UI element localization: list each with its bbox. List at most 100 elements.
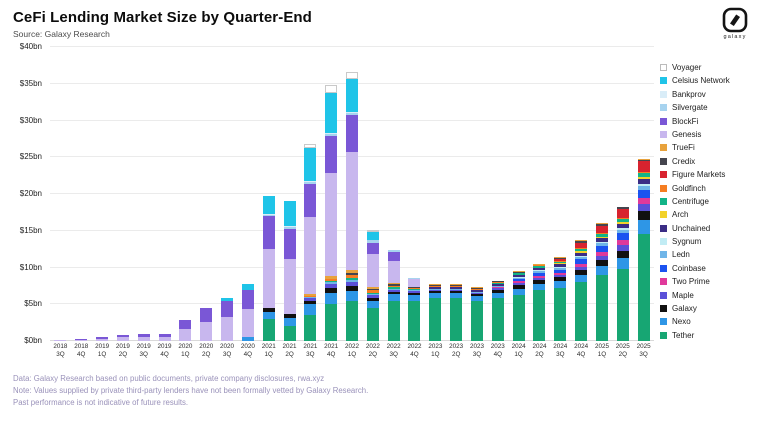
bar-segment bbox=[575, 249, 588, 252]
bar-segment bbox=[325, 280, 338, 283]
bar-segment bbox=[491, 283, 504, 286]
bar-segment bbox=[470, 293, 483, 294]
bar-stack bbox=[616, 206, 629, 341]
bar-segment bbox=[325, 282, 338, 285]
bar-segment bbox=[575, 255, 588, 258]
legend-item: TrueFi bbox=[660, 143, 756, 152]
bar-segment bbox=[450, 290, 463, 292]
bar-column bbox=[217, 47, 238, 341]
bar-segment bbox=[595, 274, 608, 341]
bar-column bbox=[550, 47, 571, 341]
bar-segment bbox=[470, 293, 483, 297]
bar-segment bbox=[387, 290, 400, 292]
bar-segment bbox=[325, 133, 338, 136]
bar-segment bbox=[554, 267, 567, 270]
bar-stack bbox=[116, 335, 129, 341]
legend-item: Galaxy bbox=[660, 304, 756, 313]
galaxy-logo: galaxy bbox=[718, 7, 752, 40]
bar-segment bbox=[408, 291, 421, 293]
bar-segment bbox=[387, 300, 400, 341]
bar-segment bbox=[554, 269, 567, 273]
bar-segment bbox=[616, 230, 629, 233]
bar-segment bbox=[429, 285, 442, 287]
bar-segment bbox=[346, 112, 358, 114]
legend-item: Credix bbox=[660, 157, 756, 166]
bar-segment bbox=[512, 273, 525, 275]
bar-segment bbox=[325, 304, 338, 341]
x-tick-label: 2023 3Q bbox=[469, 343, 484, 359]
x-tick-label: 2018 3Q bbox=[53, 343, 68, 359]
bar-column bbox=[279, 47, 300, 341]
bar-segment bbox=[637, 172, 650, 174]
bar-stack bbox=[158, 333, 171, 341]
bar-segment bbox=[450, 291, 463, 294]
legend-swatch bbox=[660, 64, 667, 71]
y-axis: $0bn $5bn $10bn $15bn $20bn $25bn $30bn $35bn $4… bbox=[12, 42, 46, 345]
legend-label: BlockFi bbox=[672, 116, 699, 126]
bar-segment bbox=[575, 252, 588, 256]
bar-segment bbox=[637, 161, 650, 173]
bar-segment bbox=[366, 232, 379, 240]
bar-segment bbox=[637, 189, 650, 199]
legend-item: Two Prime bbox=[660, 277, 756, 286]
legend-item: Coinbase bbox=[660, 264, 756, 273]
bar-segment bbox=[637, 177, 650, 180]
bar-segment bbox=[637, 183, 650, 186]
bar-segment bbox=[304, 147, 317, 181]
bar-segment bbox=[346, 282, 358, 286]
bar-segment bbox=[262, 216, 275, 250]
bar-stack bbox=[366, 230, 379, 341]
bar-stack bbox=[450, 284, 463, 341]
bar-segment bbox=[241, 290, 254, 310]
bar-stack bbox=[554, 257, 567, 341]
bar-segment bbox=[512, 277, 525, 280]
bar-segment bbox=[262, 195, 275, 214]
bar-segment bbox=[283, 313, 296, 318]
bar-segment bbox=[408, 300, 421, 341]
bar-segment bbox=[304, 216, 317, 294]
bar-segment bbox=[450, 298, 463, 341]
bar-segment bbox=[304, 183, 317, 217]
bar-segment bbox=[116, 335, 129, 338]
bar-segment bbox=[54, 339, 67, 341]
bar-segment bbox=[346, 79, 358, 113]
bar-segment bbox=[366, 288, 379, 291]
legend-swatch bbox=[660, 291, 667, 299]
bar-segment bbox=[241, 309, 254, 338]
legend-item: Genesis bbox=[660, 130, 756, 139]
legend-label: Two Prime bbox=[672, 277, 710, 287]
legend-item: BlockFi bbox=[660, 117, 756, 126]
bar-segment bbox=[554, 258, 567, 261]
bar-segment bbox=[346, 285, 358, 292]
bar-stack bbox=[595, 223, 608, 341]
legend-label: Centrifuge bbox=[672, 196, 709, 206]
legend-swatch bbox=[660, 117, 667, 125]
bar-segment bbox=[408, 288, 421, 290]
bar-segment bbox=[595, 234, 608, 237]
bar-segment bbox=[575, 240, 588, 242]
y-tick-label: $10bn bbox=[19, 262, 42, 272]
bar-segment bbox=[491, 287, 504, 289]
bar-segment bbox=[387, 291, 400, 294]
bar-segment bbox=[366, 300, 379, 308]
bar-column bbox=[92, 47, 113, 341]
legend-item: Nexo bbox=[660, 317, 756, 326]
bar-stack bbox=[429, 283, 442, 341]
legend-swatch bbox=[660, 144, 667, 152]
bar-segment bbox=[533, 280, 546, 284]
bar-segment bbox=[637, 234, 650, 341]
bar-segment bbox=[179, 320, 192, 329]
bar-segment bbox=[325, 284, 338, 289]
bar-segment bbox=[512, 279, 525, 282]
legend-swatch bbox=[660, 77, 667, 85]
bar-segment bbox=[346, 113, 358, 116]
bar-segment bbox=[75, 339, 88, 341]
bar-segment bbox=[554, 281, 567, 289]
bar-segment bbox=[595, 223, 608, 225]
bar-segment bbox=[387, 284, 400, 286]
bar-stack bbox=[179, 320, 192, 341]
bar-segment bbox=[637, 219, 650, 235]
bar-segment bbox=[387, 285, 400, 288]
bar-stack bbox=[221, 298, 234, 341]
bar-segment bbox=[616, 219, 629, 222]
